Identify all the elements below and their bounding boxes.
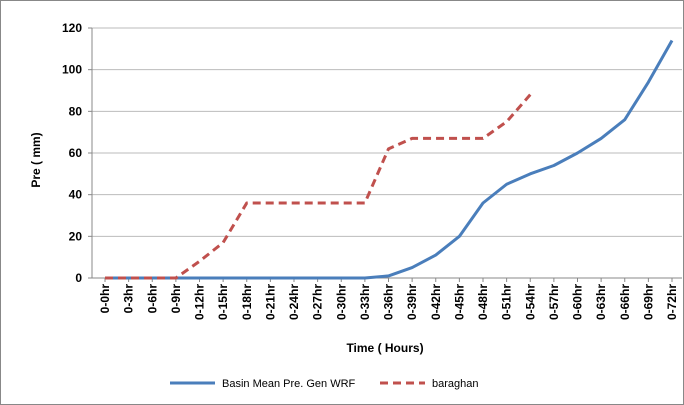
x-tick-label: 0-15hr: [216, 284, 230, 320]
y-tick-label: 20: [69, 229, 83, 243]
x-tick-label: 0-54hr: [523, 284, 537, 320]
x-tick-label: 0-45hr: [452, 284, 466, 320]
x-tick-label: 0-63hr: [594, 284, 608, 320]
x-tick-label: 0-0hr: [98, 284, 112, 314]
x-tick-label: 0-72hr: [665, 284, 679, 320]
x-tick-label: 0-57hr: [547, 284, 561, 320]
x-tick-label: 0-9hr: [169, 284, 183, 314]
legend-label: baraghan: [432, 378, 479, 390]
y-tick-label: 120: [62, 21, 82, 35]
y-axis-title: Pre ( mm): [29, 132, 43, 187]
x-tick-label: 0-33hr: [358, 284, 372, 320]
legend-label: Basin Mean Pre. Gen WRF: [222, 378, 356, 390]
series-line: [105, 93, 532, 280]
y-tick-label: 40: [69, 188, 83, 202]
y-tick-label: 0: [75, 271, 82, 285]
x-tick-label: 0-42hr: [429, 284, 443, 320]
x-tick-label: 0-27hr: [311, 284, 325, 320]
y-tick-label: 80: [69, 104, 83, 118]
x-tick-label: 0-30hr: [334, 284, 348, 320]
x-tick-label: 0-51hr: [500, 284, 514, 320]
y-tick-label: 60: [69, 146, 83, 160]
x-tick-label: 0-24hr: [287, 284, 301, 320]
x-axis-title: Time ( Hours): [346, 341, 423, 355]
x-tick-label: 0-48hr: [476, 284, 490, 320]
x-tick-label: 0-3hr: [122, 284, 136, 314]
x-tick-label: 0-36hr: [382, 284, 396, 320]
x-tick-label: 0-12hr: [193, 284, 207, 320]
x-tick-label: 0-66hr: [618, 284, 632, 320]
x-tick-label: 0-39hr: [405, 284, 419, 320]
x-tick-label: 0-6hr: [145, 284, 159, 314]
x-tick-label: 0-60hr: [571, 284, 585, 320]
series-line: [105, 39, 674, 280]
x-tick-label: 0-69hr: [641, 284, 655, 320]
x-tick-label: 0-21hr: [263, 284, 277, 320]
y-tick-label: 100: [62, 63, 82, 77]
x-tick-label: 0-18hr: [240, 284, 254, 320]
